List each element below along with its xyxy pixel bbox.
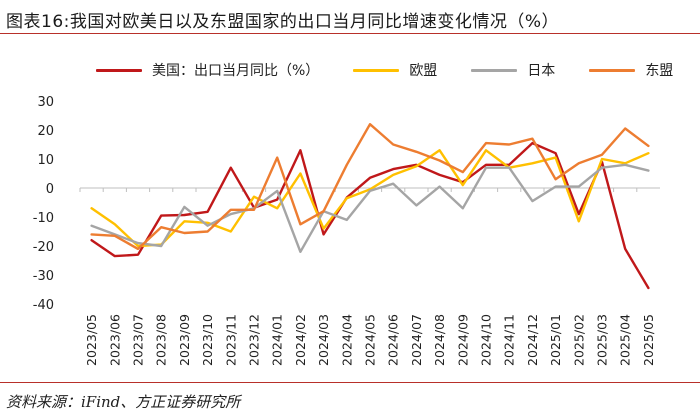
x-tick-label: 2024/07 (409, 314, 424, 366)
x-tick-label: 2023/05 (84, 314, 99, 366)
chart-legend: 美国：出口当月同比（%） 欧盟 日本 东盟 (96, 60, 700, 80)
legend-item-japan: 日本 (471, 60, 555, 80)
x-tick-label: 2025/04 (618, 314, 633, 366)
x-tick-label: 2024/04 (339, 314, 354, 366)
x-tick-label: 2023/12 (247, 314, 262, 366)
x-tick-label: 2024/03 (316, 314, 331, 366)
chart-title: 图表16:我国对欧美日以及东盟国家的出口当月同比增速变化情况（%） (6, 12, 560, 32)
x-tick-label: 2024/09 (455, 314, 470, 366)
x-tick-label: 2023/11 (223, 314, 238, 366)
x-tick-label: 2024/02 (293, 314, 308, 366)
source-bar: 资料来源：iFind、方正证券研究所 (0, 382, 700, 416)
line-chart: 30 20 10 0 -10 -20 -30 -40 2023/05 2023/06 2023/07… (33, 95, 660, 366)
x-tick-label: 2025/05 (641, 314, 656, 366)
x-tick-label: 2024/06 (386, 314, 401, 366)
legend-item-eu: 欧盟 (353, 60, 437, 80)
legend-label-usa: 美国：出口当月同比（%） (152, 63, 320, 79)
legend-swatch-eu (353, 68, 400, 72)
x-tick-label: 2024/11 (502, 314, 517, 366)
x-tick-label: 2024/01 (270, 314, 285, 366)
legend-item-asean: 东盟 (589, 60, 673, 80)
legend-swatch-usa (96, 68, 142, 72)
x-tick-label: 2024/08 (432, 314, 447, 366)
legend-swatch-japan (471, 68, 518, 72)
legend-label-eu: 欧盟 (409, 63, 438, 79)
y-tick-label: -30 (33, 269, 54, 284)
x-tick-label: 2023/08 (154, 314, 169, 366)
y-tick-label: 0 (46, 182, 54, 197)
legend-label-japan: 日本 (527, 63, 556, 79)
series-line-1 (90, 149, 650, 248)
x-tick-label: 2023/10 (200, 314, 215, 366)
x-tick-label: 2023/06 (107, 314, 122, 366)
source-note: 资料来源：iFind、方正证券研究所 (6, 393, 241, 411)
series-line-2 (90, 163, 650, 254)
x-tick-label: 2023/09 (177, 314, 192, 366)
y-tick-label: -40 (33, 298, 54, 313)
title-bar: 图表16:我国对欧美日以及东盟国家的出口当月同比增速变化情况（%） (0, 0, 700, 34)
x-tick-label: 2024/10 (479, 314, 494, 366)
x-tick-label: 2025/02 (571, 314, 586, 366)
x-tick-label: 2025/01 (548, 314, 563, 366)
legend-item-usa: 美国：出口当月同比（%） (96, 60, 319, 80)
legend-swatch-asean (589, 68, 636, 72)
x-tick-label: 2025/03 (595, 314, 610, 366)
x-tick-label: 2024/05 (363, 314, 378, 366)
x-tick-label: 2024/12 (525, 314, 540, 366)
y-tick-label: 10 (37, 153, 54, 168)
legend-label-asean: 东盟 (645, 63, 674, 79)
series-line-0 (90, 141, 650, 290)
series-line-3 (90, 122, 650, 251)
y-tick-label: 30 (37, 95, 54, 110)
y-tick-label: -10 (33, 211, 54, 226)
y-tick-label: -20 (33, 240, 54, 255)
x-tick-label: 2023/07 (131, 314, 146, 366)
y-tick-label: 20 (37, 124, 54, 139)
